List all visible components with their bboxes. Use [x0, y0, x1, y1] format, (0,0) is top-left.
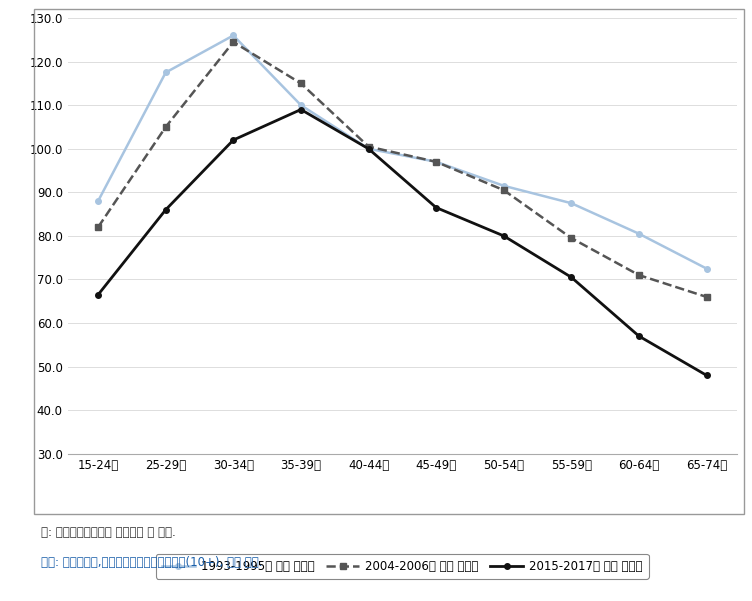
Line: 2015-2017년 실질 충임금: 2015-2017년 실질 충임금: [96, 107, 709, 378]
1993-1995년 실질 충임금: [702, 265, 711, 272]
2015-2017년 실질 충임금: [702, 371, 711, 379]
Text: 주: 소비자물가지수로 실질화한 후 추정.: 주: 소비자물가지수로 실질화한 후 추정.: [41, 526, 176, 539]
1993-1995년 실질 충임금: [635, 230, 644, 237]
1993-1995년 실질 충임금: [296, 102, 305, 109]
2004-2006년 실질 충임금: [161, 123, 170, 130]
2015-2017년 실질 충임금: [93, 291, 102, 298]
2004-2006년 실질 충임금: [567, 234, 576, 242]
1993-1995년 실질 충임금: [567, 200, 576, 207]
2015-2017년 실질 충임금: [364, 145, 373, 152]
2004-2006년 실질 충임금: [432, 158, 441, 165]
2004-2006년 실질 충임금: [702, 293, 711, 300]
Legend: 1993-1995년 실질 충임금, 2004-2006년 실질 충임금, 2015-2017년 실질 충임금: 1993-1995년 실질 충임금, 2004-2006년 실질 충임금, 20…: [156, 554, 649, 579]
2004-2006년 실질 충임금: [499, 186, 508, 194]
Line: 1993-1995년 실질 충임금: 1993-1995년 실질 충임금: [96, 32, 709, 271]
2004-2006년 실질 충임금: [229, 38, 238, 46]
Line: 2004-2006년 실질 충임금: 2004-2006년 실질 충임금: [96, 39, 709, 300]
1993-1995년 실질 충임금: [499, 182, 508, 189]
2004-2006년 실질 충임금: [635, 272, 644, 279]
2015-2017년 실질 충임금: [161, 206, 170, 213]
1993-1995년 실질 충임금: [161, 69, 170, 76]
2004-2006년 실질 충임금: [93, 224, 102, 231]
1993-1995년 실질 충임금: [432, 158, 441, 165]
2004-2006년 실질 충임금: [296, 80, 305, 87]
1993-1995년 실질 충임금: [229, 32, 238, 39]
2015-2017년 실질 충임금: [499, 232, 508, 239]
1993-1995년 실질 충임금: [364, 145, 373, 152]
2015-2017년 실질 충임금: [296, 106, 305, 113]
2015-2017년 실질 충임금: [635, 332, 644, 340]
2015-2017년 실질 충임금: [567, 273, 576, 281]
1993-1995년 실질 충임금: [93, 197, 102, 204]
2015-2017년 실질 충임금: [432, 204, 441, 211]
2015-2017년 실질 충임금: [229, 136, 238, 144]
Text: 자료: 고용노동부,「임금구조기본통계조사」(10+), 저자 계산.: 자료: 고용노동부,「임금구조기본통계조사」(10+), 저자 계산.: [41, 556, 263, 569]
2004-2006년 실질 충임금: [364, 143, 373, 150]
